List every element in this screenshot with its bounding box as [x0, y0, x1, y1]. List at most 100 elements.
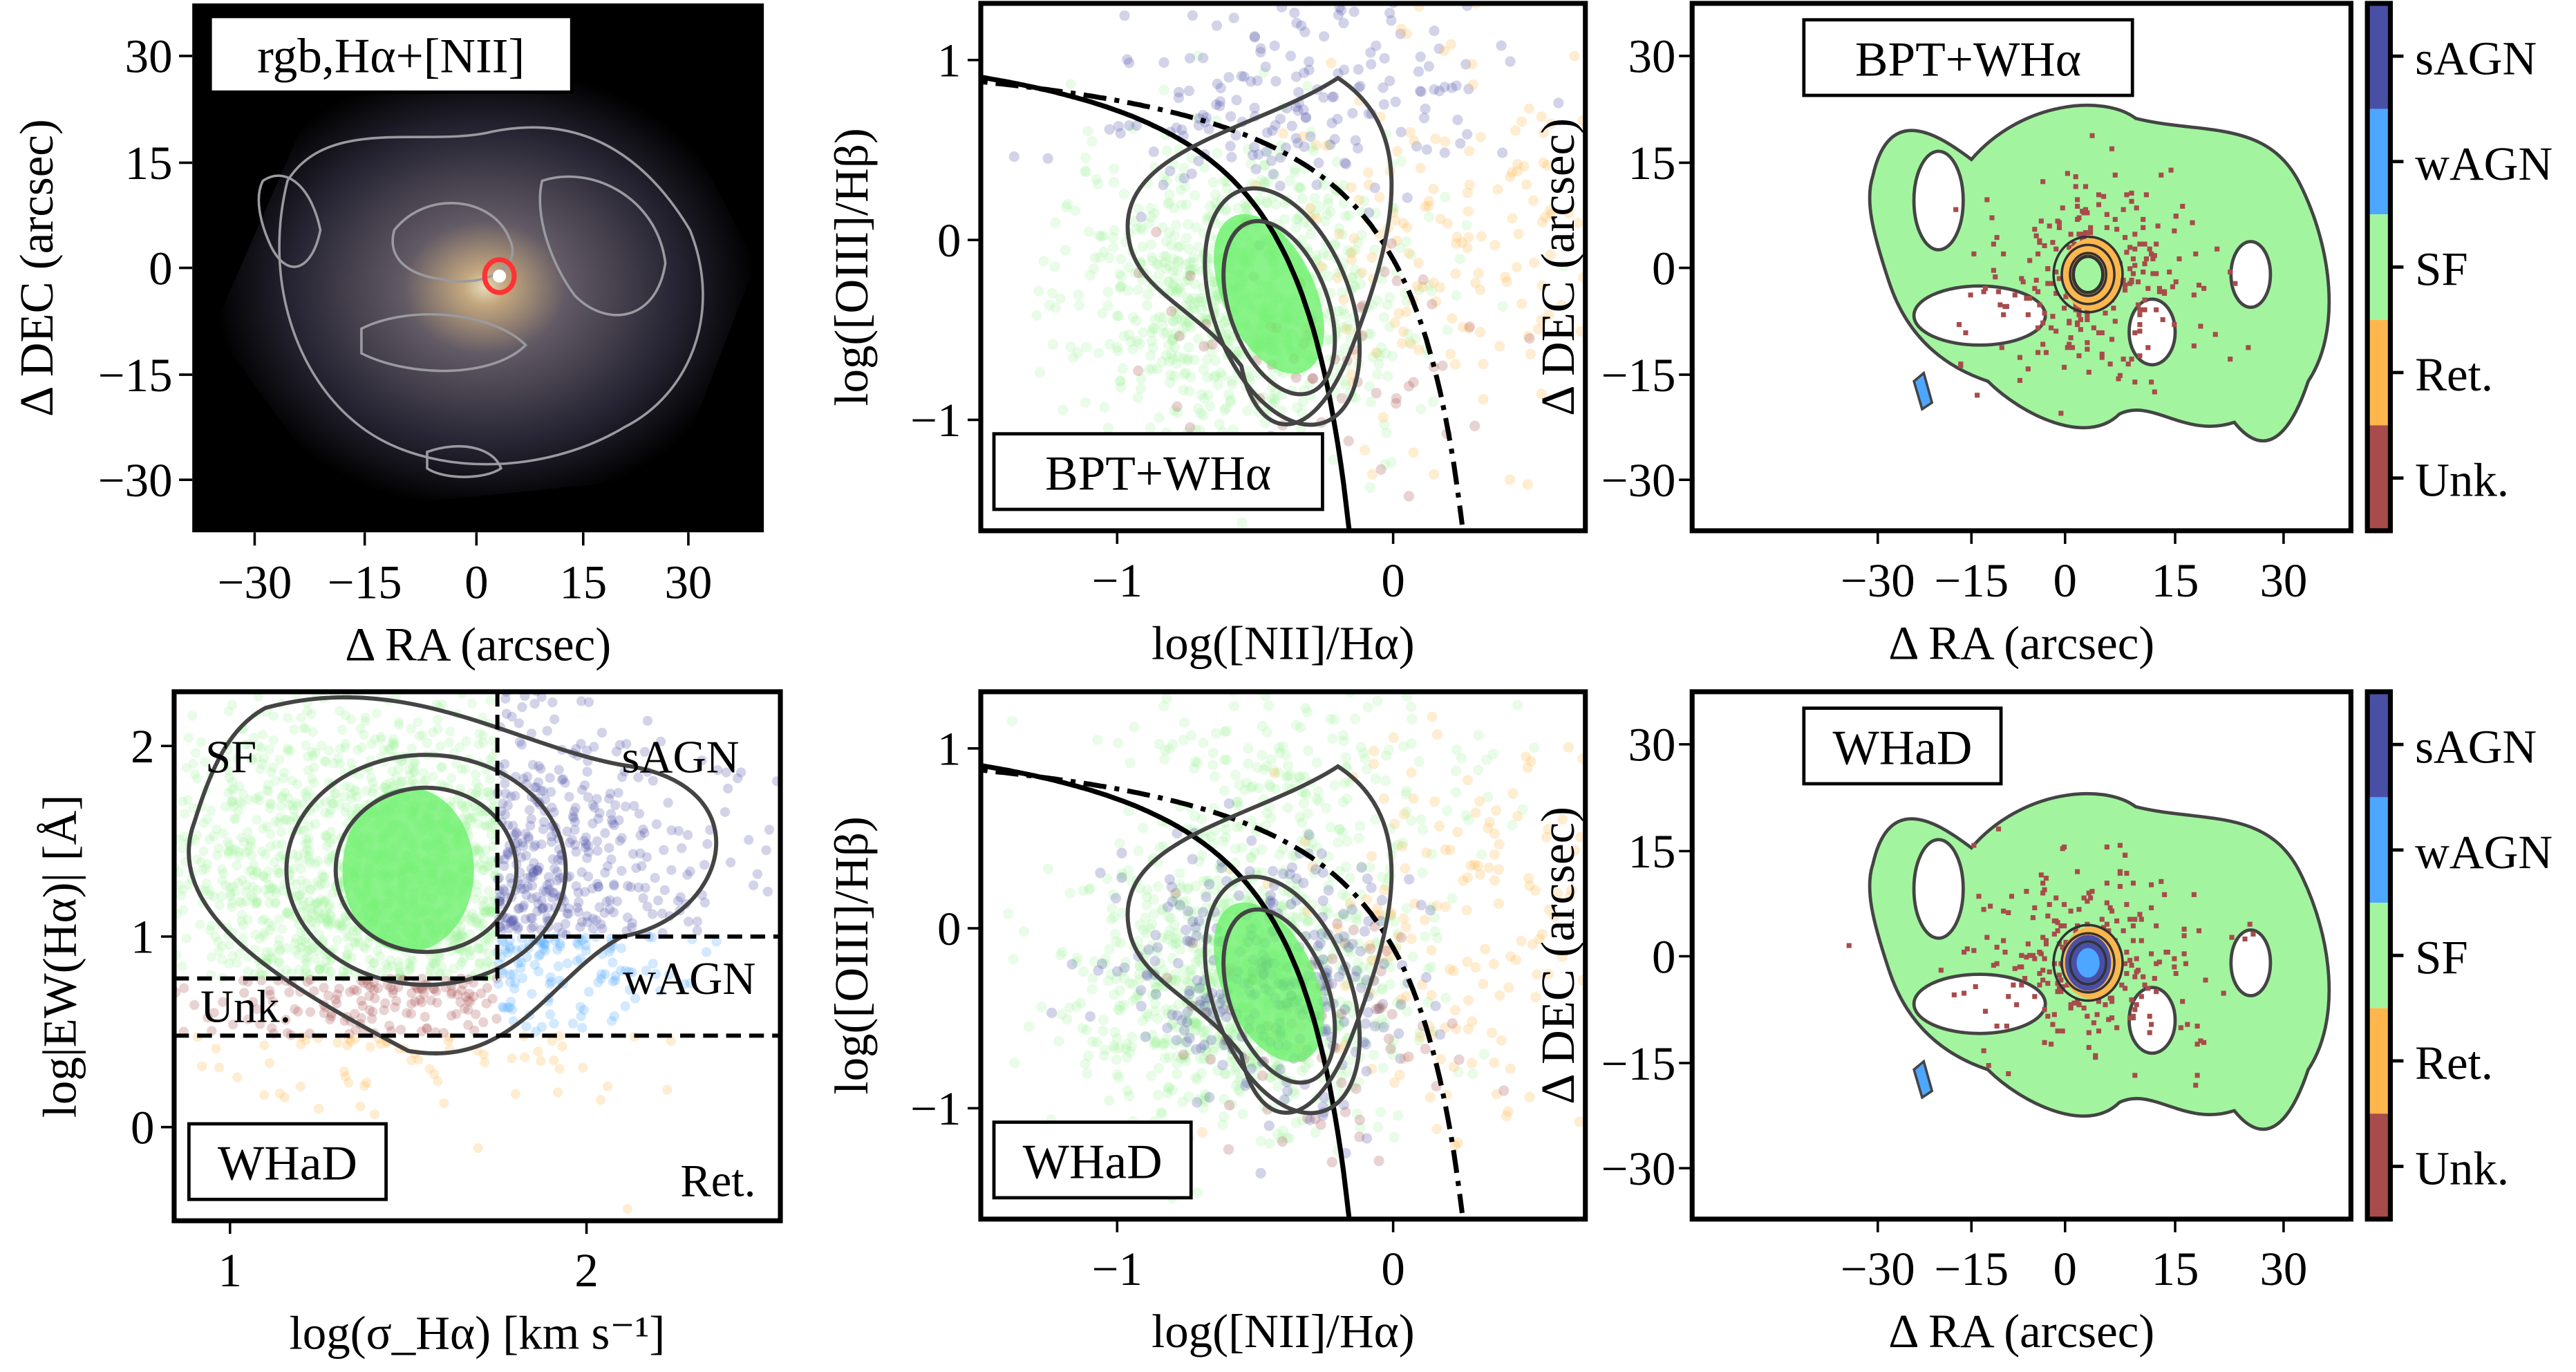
point-SF	[1160, 236, 1172, 247]
point-SF	[1149, 977, 1160, 988]
point-sAGN	[604, 904, 615, 914]
point-SF	[1297, 1065, 1308, 1076]
point-SF	[467, 912, 477, 922]
point-SF	[234, 851, 244, 861]
point-SF	[395, 968, 405, 978]
point-SF	[1335, 996, 1346, 1008]
point-sAGN	[1116, 872, 1127, 883]
point-sAGN	[1300, 112, 1312, 123]
point-SF	[1219, 317, 1230, 328]
point-SF	[1161, 327, 1172, 338]
point-SF	[1337, 730, 1349, 741]
point-SF	[1240, 894, 1251, 905]
point-SF	[274, 817, 284, 828]
point-sAGN	[1236, 71, 1247, 82]
point-sAGN	[1174, 899, 1185, 910]
point-SF	[335, 758, 346, 769]
point-sAGN	[1378, 1022, 1389, 1033]
point-sAGN	[1198, 1040, 1210, 1051]
point-SF	[227, 951, 238, 961]
point-SF	[1413, 284, 1425, 296]
point-SF	[1198, 737, 1209, 749]
point-Ret.	[1467, 79, 1478, 91]
point-Ret.	[1408, 447, 1419, 458]
point-sAGN	[1284, 869, 1295, 880]
point-SF	[1230, 769, 1241, 780]
point-sAGN	[1289, 7, 1300, 19]
point-wAGN	[600, 969, 610, 979]
point-SF	[346, 952, 357, 963]
point-SF	[1212, 147, 1223, 158]
point-SF	[1244, 1056, 1256, 1067]
point-sAGN	[1084, 1011, 1096, 1022]
point-SF	[256, 743, 267, 753]
point-sAGN	[1316, 928, 1327, 939]
point-SF	[1350, 244, 1361, 256]
point-Ret.	[1452, 827, 1463, 838]
point-sAGN	[507, 915, 518, 925]
point-SF	[258, 823, 268, 834]
point-Ret.	[1333, 1043, 1344, 1054]
point-SF	[1373, 359, 1384, 370]
point-SF	[482, 905, 493, 915]
point-SF	[1158, 701, 1169, 712]
point-sAGN	[1249, 142, 1260, 153]
point-SF	[1169, 328, 1181, 339]
point-sAGN	[500, 759, 510, 769]
point-SF	[92, 852, 102, 862]
point-Ret.	[1541, 831, 1552, 843]
point-Ret.	[369, 1109, 380, 1120]
point-wAGN	[545, 1009, 555, 1019]
point-sAGN	[554, 764, 564, 775]
point-Ret.	[1604, 921, 1615, 932]
point-Unk.	[478, 1017, 489, 1028]
point-sAGN	[1270, 76, 1281, 87]
point-SF	[1131, 993, 1142, 1004]
point-SF	[1355, 742, 1366, 753]
point-SF	[1176, 314, 1187, 326]
point-Ret.	[1467, 1016, 1478, 1027]
point-SF	[1228, 700, 1240, 712]
point-Ret.	[1196, 1127, 1208, 1138]
point-SF	[316, 879, 326, 890]
point-SF	[1153, 1062, 1165, 1074]
point-SF	[1170, 937, 1181, 948]
point-SF	[1297, 912, 1308, 923]
point-Ret.	[1492, 184, 1503, 195]
point-SF	[1303, 745, 1314, 756]
x-tick-label: 15	[559, 556, 607, 608]
point-SF	[1062, 1014, 1073, 1025]
point-sAGN	[1228, 12, 1239, 24]
point-SF	[184, 880, 194, 890]
point-sAGN	[528, 867, 538, 878]
point-SF	[1094, 252, 1105, 263]
point-SF	[1333, 350, 1345, 361]
point-sAGN	[614, 740, 626, 750]
point-SF	[427, 957, 438, 968]
point-SF	[1431, 932, 1443, 943]
point-Ret.	[1436, 1053, 1447, 1065]
y-tick-label: 0	[149, 242, 172, 294]
point-SF	[1163, 197, 1174, 208]
x-axis-label: log([NII]/Hα)	[1151, 617, 1415, 669]
point-Ret.	[1269, 767, 1280, 779]
point-SF	[1191, 222, 1202, 233]
nucleus	[493, 269, 507, 283]
point-SF	[1031, 310, 1042, 321]
x-tick-label: 2	[574, 1244, 598, 1297]
point-SF	[1203, 876, 1214, 887]
point-SF	[283, 909, 294, 919]
point-SF	[1092, 178, 1104, 189]
point-SF	[1295, 722, 1306, 733]
point-SF	[1322, 955, 1333, 966]
point-SF	[1169, 273, 1181, 284]
point-Ret.	[1425, 1091, 1436, 1103]
point-SF	[1322, 335, 1333, 346]
point-sAGN	[1395, 28, 1406, 39]
point-Ret.	[1512, 158, 1523, 170]
point-SF	[1167, 974, 1178, 985]
point-SF	[1286, 899, 1297, 910]
point-SF	[1272, 1060, 1283, 1071]
point-wAGN	[549, 1018, 559, 1028]
point-SF	[1218, 176, 1229, 187]
